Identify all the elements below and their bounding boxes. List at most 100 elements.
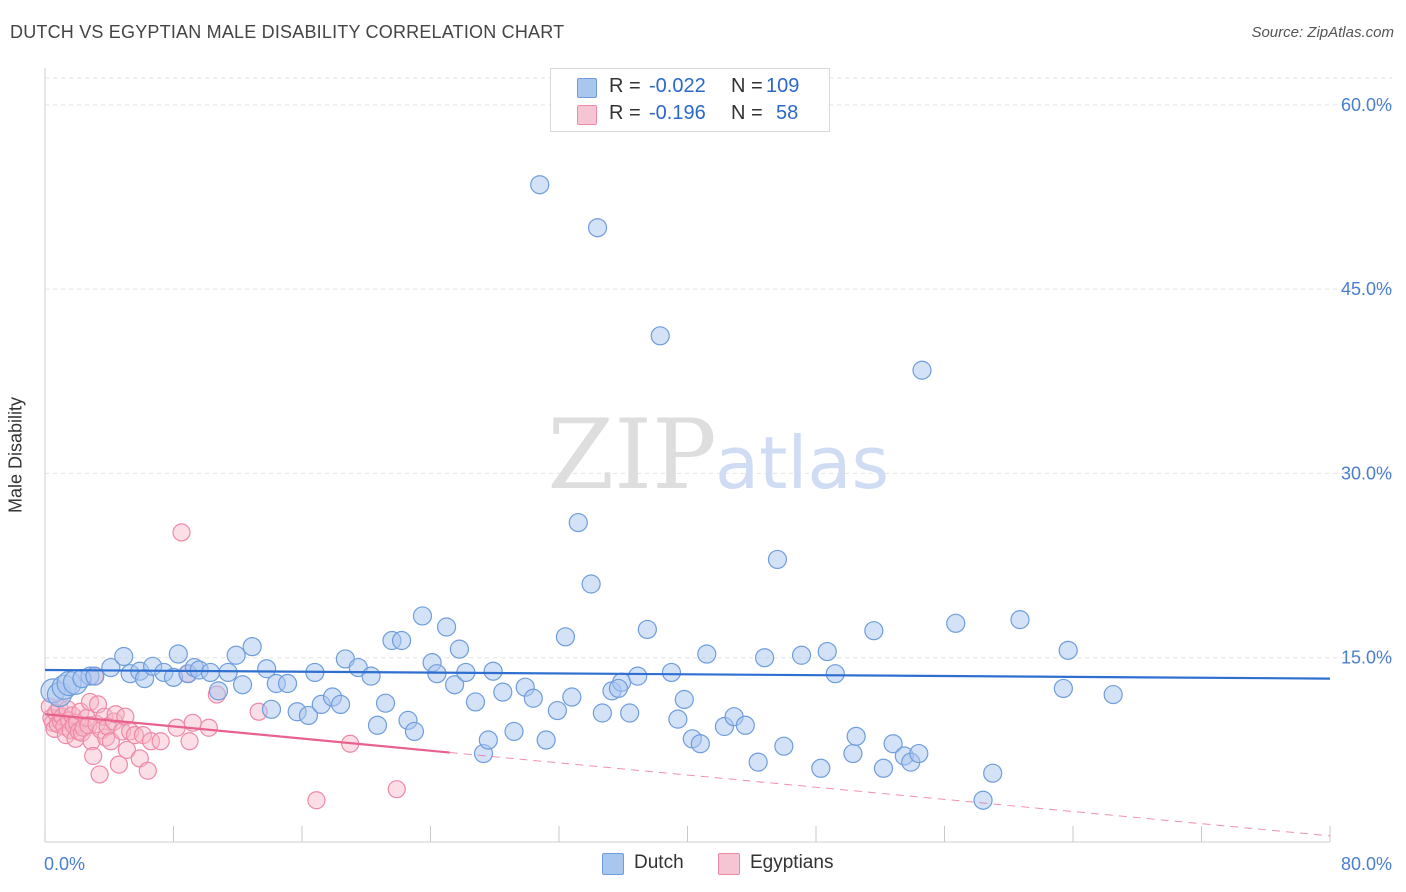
x-tick-label: 0.0% — [44, 854, 85, 874]
egyptians-point — [199, 718, 218, 737]
dutch-point — [200, 662, 221, 683]
dutch-point — [912, 360, 932, 380]
dutch-point — [748, 752, 768, 772]
dutch-point — [232, 675, 253, 695]
dutch-point — [864, 621, 884, 641]
dutch-point — [465, 692, 486, 712]
dutch-point — [754, 648, 775, 668]
dutch-point — [277, 673, 298, 694]
dutch-point — [436, 617, 457, 637]
egyptians-point — [90, 765, 109, 784]
dutch-point — [536, 730, 556, 750]
series-legend: Dutch Egyptians — [0, 852, 1406, 878]
dutch-point — [562, 687, 582, 707]
dutch-point — [568, 512, 588, 533]
dutch-point — [817, 641, 837, 662]
dutch-point — [375, 693, 396, 713]
stats-legend: R = -0.022 N = 109 R = -0.196 N = 58 — [550, 68, 830, 132]
grid-lines — [45, 77, 1392, 659]
dutch-point — [873, 758, 894, 778]
dutch-point — [555, 627, 576, 647]
tick-labels: 15.0% 30.0% 45.0% 60.0% 0.0% 80.0% — [44, 95, 1392, 874]
dutch-point — [367, 715, 388, 735]
dutch-point — [493, 682, 513, 702]
dutch-point — [774, 736, 794, 756]
egyptians-point — [138, 761, 157, 780]
egyptians-point — [172, 523, 191, 542]
dutch-point — [983, 763, 1003, 783]
watermark-zip: ZIP — [547, 399, 716, 511]
dutch-point — [909, 743, 929, 764]
dutch-point — [674, 689, 694, 710]
dutch-point — [587, 218, 608, 238]
y-tick-label: 15.0% — [1341, 648, 1392, 668]
dutch-point — [791, 645, 812, 665]
egyptians-point — [387, 780, 406, 799]
legend-n-label: N = — [731, 102, 763, 124]
dutch-point — [608, 678, 629, 699]
dutch-point — [449, 639, 470, 659]
legend-row-egyptians: R = -0.196 N = 58 — [551, 102, 829, 128]
dutch-point — [1010, 610, 1030, 630]
dutch-swatch — [577, 78, 597, 98]
dutch-point — [504, 721, 524, 742]
dutch-point — [404, 721, 425, 742]
dutch-point — [168, 644, 188, 664]
dutch-point — [412, 606, 433, 626]
dutch-point — [483, 661, 503, 681]
dutch-point — [697, 644, 717, 664]
watermark: ZIP atlas — [547, 399, 889, 511]
dutch-point — [226, 645, 246, 665]
egyptians-trend-extension — [449, 752, 1331, 837]
dutch-point — [620, 703, 640, 723]
dutch-legend-label: Dutch — [634, 852, 684, 873]
legend-n-value: 58 — [776, 102, 799, 124]
dutch-point — [637, 619, 657, 640]
dutch-point — [883, 734, 903, 754]
dutch-point — [661, 662, 682, 683]
dutch-point — [973, 790, 993, 810]
egyptians-point — [151, 732, 170, 751]
legend-r-label: R = — [609, 102, 641, 124]
dutch-point — [523, 688, 543, 708]
watermark-atlas: atlas — [715, 421, 889, 505]
dutch-point — [668, 709, 688, 729]
dutch-point — [1053, 678, 1073, 699]
dutch-point — [592, 703, 612, 723]
dutch-point — [298, 705, 319, 726]
dutch-point — [650, 326, 670, 346]
egyptians-legend-label: Egyptians — [750, 852, 834, 873]
egyptians-point — [109, 755, 128, 774]
dutch-point — [628, 666, 648, 686]
dutch-point — [581, 574, 601, 594]
legend-n-value: 109 — [766, 75, 800, 97]
egyptians-trend-line — [44, 713, 450, 754]
dutch-trend-line — [44, 668, 1331, 680]
dutch-point — [946, 613, 966, 633]
dutch-point — [114, 646, 134, 667]
y-tick-label: 45.0% — [1341, 279, 1392, 299]
chart-title: DUTCH VS EGYPTIAN MALE DISABILITY CORREL… — [10, 22, 565, 42]
legend-r-value: -0.196 — [649, 102, 706, 124]
y-tick-label: 30.0% — [1341, 463, 1392, 483]
egyptians-point — [141, 732, 161, 751]
dutch-legend-swatch — [602, 853, 624, 875]
dutch-point — [261, 699, 282, 719]
legend-r-value: -0.022 — [649, 75, 706, 97]
x-tick-label: 80.0% — [1341, 854, 1392, 874]
dutch-point — [391, 630, 412, 651]
dutch-point — [257, 659, 277, 679]
egyptians-point — [180, 732, 199, 751]
dutch-point — [85, 666, 105, 686]
dutch-point — [811, 758, 831, 778]
dutch-point — [444, 675, 465, 695]
dutch-point — [101, 657, 121, 678]
egyptians-legend-swatch — [718, 853, 740, 875]
dutch-point — [1058, 640, 1078, 660]
egyptians-swatch — [577, 105, 597, 125]
dutch-point — [218, 662, 238, 683]
dutch-point — [208, 681, 229, 701]
y-tick-label: 60.0% — [1341, 95, 1392, 115]
dutch-point — [843, 743, 863, 764]
